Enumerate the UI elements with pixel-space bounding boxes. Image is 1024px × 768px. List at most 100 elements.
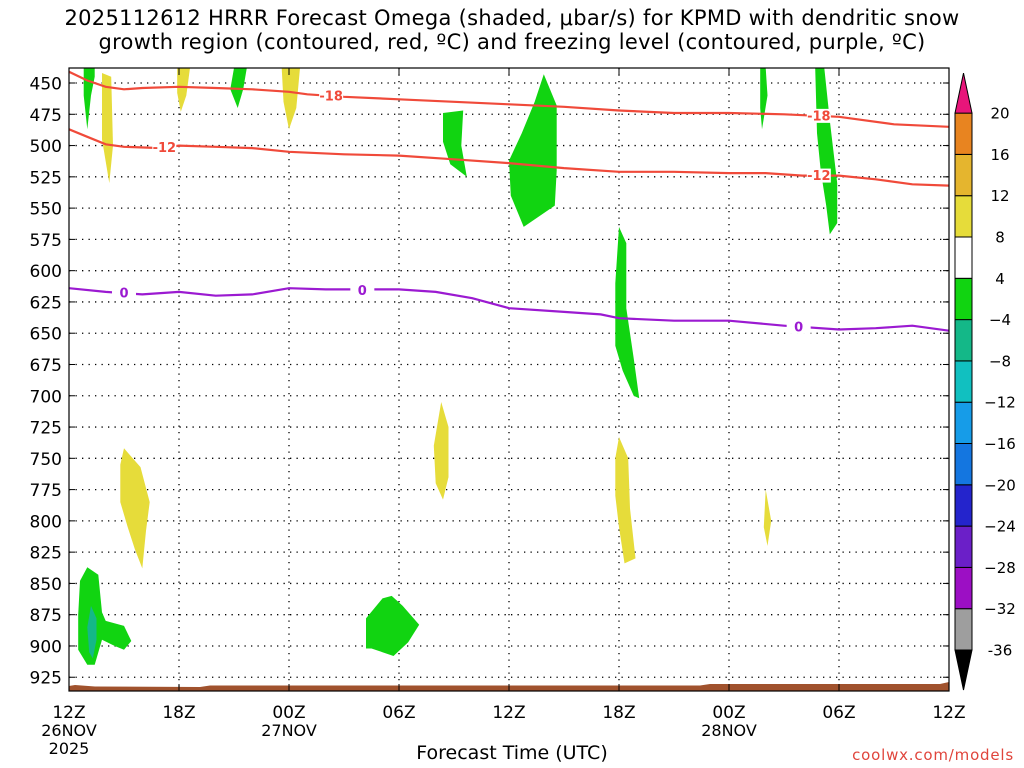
colorbar-label: −12 xyxy=(984,394,1016,412)
contour-label: -12 xyxy=(807,169,831,184)
y-tick-label: 625 xyxy=(30,293,62,313)
chart-title-line1: 2025112612 HRRR Forecast Omega (shaded, … xyxy=(64,6,960,30)
contour-label-bg xyxy=(350,283,375,298)
y-tick-label: 500 xyxy=(30,137,62,157)
omega-region xyxy=(102,73,113,184)
colorbar-label: 4 xyxy=(995,270,1005,288)
contour-label-bg xyxy=(152,140,177,155)
colorbar-segment xyxy=(954,484,973,527)
omega-region xyxy=(763,489,772,546)
contour-label: -12 xyxy=(153,141,177,156)
omega-region xyxy=(120,448,150,569)
x-tick-label: 06Z xyxy=(822,703,855,723)
colorbar-arrow-high xyxy=(954,72,973,114)
colorbar-label: −8 xyxy=(989,352,1011,370)
omega-region xyxy=(509,74,557,227)
y-tick-label: 925 xyxy=(30,669,62,689)
source-credit: coolwx.com/models xyxy=(852,746,1014,764)
colorbar-label: −20 xyxy=(984,476,1016,494)
omega-region xyxy=(615,437,636,564)
x-tick-label: 12Z xyxy=(492,703,525,723)
x-tick-year: 2025 xyxy=(49,739,90,758)
colorbar-segment xyxy=(954,525,973,568)
x-axis-label: Forecast Time (UTC) xyxy=(416,742,608,764)
y-tick-label: 700 xyxy=(30,387,62,407)
contour-line--18 xyxy=(69,70,949,128)
contour-label: 0 xyxy=(119,287,128,302)
contour-label-bg xyxy=(806,108,831,123)
contour-label-bg xyxy=(786,319,811,334)
colorbar-label: 12 xyxy=(990,187,1009,205)
colorbar-label: −16 xyxy=(984,435,1016,453)
y-tick-label: 525 xyxy=(30,168,62,188)
omega-region xyxy=(177,68,190,112)
x-tick-label: 12Z xyxy=(52,703,85,723)
colorbar-segment xyxy=(954,277,973,321)
colorbar-label: 8 xyxy=(995,229,1005,247)
omega-region xyxy=(366,595,420,656)
colorbar-segment xyxy=(954,443,973,486)
contour-label-bg xyxy=(806,168,831,183)
colorbar-legend: -36 −32 −28 −24 −20 −16 −12 −8 −4 4 8 12 16 20 xyxy=(954,72,1016,691)
contour-labels: -18 -12 -12 -18 0 0 0 xyxy=(112,88,831,335)
contour-label: 0 xyxy=(794,320,803,335)
colorbar-label: −32 xyxy=(984,600,1016,618)
colorbar-segment xyxy=(954,112,973,155)
omega-region xyxy=(83,68,95,130)
contour-label: -18 xyxy=(807,109,831,124)
plot-background xyxy=(69,68,949,691)
colorbar-segment xyxy=(954,566,973,610)
omega-region xyxy=(615,226,640,399)
y-tick-label: 775 xyxy=(30,481,62,501)
y-tick-label: 850 xyxy=(30,575,62,595)
y-tick-label: 800 xyxy=(30,512,62,532)
x-tick-date: 26NOV xyxy=(41,721,97,740)
contour-label: -18 xyxy=(319,89,343,104)
y-tick-label: 725 xyxy=(30,419,62,439)
y-tick-label: 650 xyxy=(30,325,62,345)
chart-title-line2: growth region (contoured, red, ºC) and f… xyxy=(98,30,926,54)
colorbar-segment xyxy=(954,360,973,403)
colorbar-segment xyxy=(954,319,973,362)
y-tick-label: 900 xyxy=(30,637,62,657)
y-tick-label: 600 xyxy=(30,262,62,282)
x-tick-label: 12Z xyxy=(932,703,965,723)
x-tick-label: 18Z xyxy=(602,703,635,723)
colorbar-label: 16 xyxy=(990,146,1009,164)
y-tick-label: 675 xyxy=(30,356,62,376)
x-tick-label: 18Z xyxy=(162,703,195,723)
colorbar-arrow-low xyxy=(954,649,973,691)
x-tick-date: 28NOV xyxy=(701,721,757,740)
omega-region xyxy=(433,402,449,500)
y-tick-label: 575 xyxy=(30,231,62,251)
y-tick-label: 875 xyxy=(30,606,62,626)
chart-title: 2025112612 HRRR Forecast Omega (shaded, … xyxy=(0,6,1024,54)
y-axis: 450 475 500 525 550 575 600 625 650 675 700 725 750 7… xyxy=(30,75,949,689)
omega-region xyxy=(281,68,300,130)
colorbar-segment xyxy=(954,195,973,238)
colorbar-segment xyxy=(954,153,973,197)
colorbar-segment xyxy=(954,608,973,651)
colorbar-label: −4 xyxy=(989,311,1011,329)
colorbar-segment xyxy=(954,401,973,445)
colorbar-label: 20 xyxy=(990,105,1009,123)
y-tick-label: 550 xyxy=(30,200,62,220)
omega-region xyxy=(87,605,97,659)
y-tick-label: 450 xyxy=(30,75,62,95)
colorbar-label: -36 xyxy=(988,642,1013,660)
x-tick-label: 06Z xyxy=(382,703,415,723)
contour-label: 0 xyxy=(358,284,367,299)
colorbar-label: −24 xyxy=(984,518,1016,536)
y-tick-label: 825 xyxy=(30,544,62,564)
colorbar-label: −28 xyxy=(984,559,1016,577)
colorbar-segment xyxy=(954,236,973,279)
x-tick-label: 00Z xyxy=(272,703,305,723)
x-tick-date: 27NOV xyxy=(261,721,317,740)
y-tick-label: 475 xyxy=(30,106,62,126)
x-tick-label: 00Z xyxy=(712,703,745,723)
contour-label-bg xyxy=(319,88,344,103)
contour-label-bg xyxy=(112,286,136,301)
y-tick-label: 750 xyxy=(30,450,62,470)
